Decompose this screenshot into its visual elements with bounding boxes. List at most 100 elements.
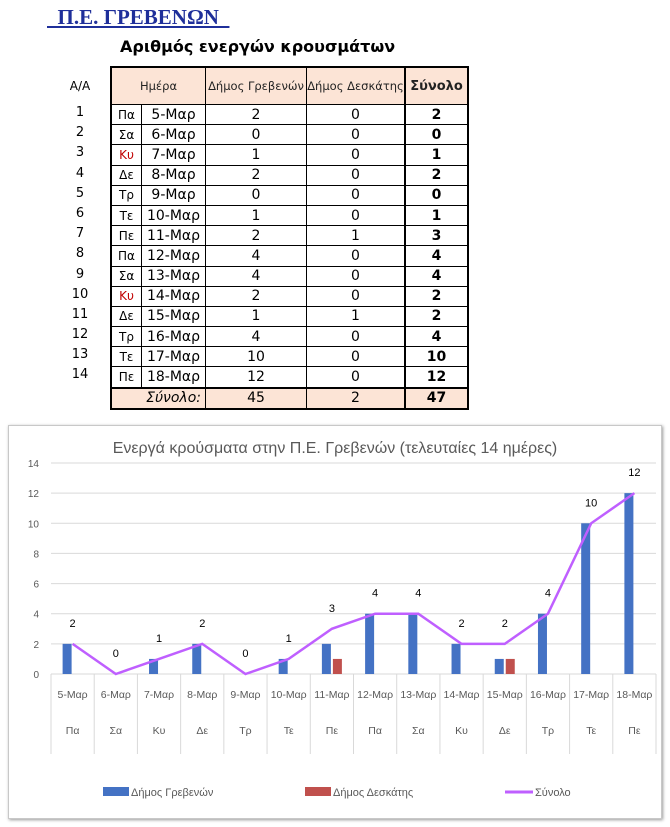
deskati-cell: 1 bbox=[306, 305, 406, 328]
data-label: 1 bbox=[156, 633, 162, 645]
grevena-cell: 2 bbox=[205, 285, 307, 307]
row-number: 11 bbox=[71, 306, 89, 322]
bar-deskati bbox=[332, 658, 342, 674]
total-cell: 4 bbox=[404, 265, 469, 287]
row-number: 6 bbox=[75, 205, 85, 221]
x-tick-label: 10-Μαρ bbox=[271, 689, 307, 701]
data-label: 1 bbox=[286, 633, 292, 645]
row-number: 14 bbox=[71, 367, 89, 383]
x-subtick-label: Τρ bbox=[239, 725, 251, 737]
grevena-cell: 4 bbox=[205, 265, 307, 287]
day-cell: Σα bbox=[110, 265, 142, 287]
date-cell: 16-Μαρ bbox=[141, 326, 206, 348]
row-number: 9 bbox=[75, 266, 85, 282]
data-label: 12 bbox=[628, 467, 640, 479]
grevena-cell: 0 bbox=[205, 124, 307, 146]
y-tick-label: 10 bbox=[28, 519, 40, 530]
col-grevena: Δήμος Γρεβενών bbox=[205, 66, 307, 105]
x-tick-label: 18-Μαρ bbox=[616, 689, 652, 701]
y-tick-label: 14 bbox=[28, 459, 40, 470]
x-tick-label: 12-Μαρ bbox=[357, 689, 393, 701]
data-label: 2 bbox=[502, 618, 508, 630]
grevena-cell: 2 bbox=[205, 103, 307, 126]
x-subtick-label: Τρ bbox=[542, 725, 554, 737]
data-label: 4 bbox=[372, 588, 378, 600]
bar-grevena bbox=[537, 613, 547, 674]
col-day: Ημέρα bbox=[110, 66, 206, 105]
row-number: 12 bbox=[71, 327, 89, 343]
table-row: Κυ 14-Μαρ 2 0 2 bbox=[110, 285, 469, 307]
table-row: Τε 10-Μαρ 1 0 1 bbox=[110, 204, 469, 227]
x-subtick-label: Πα bbox=[368, 725, 382, 737]
total-cell: 1 bbox=[404, 144, 469, 166]
y-tick-label: 4 bbox=[33, 610, 39, 621]
total-cell: 12 bbox=[404, 366, 469, 389]
legend-label-total: Σύνολο bbox=[535, 787, 571, 799]
table-title: Αριθμός ενεργών κρουσμάτων bbox=[120, 37, 396, 56]
bar-grevena bbox=[408, 613, 418, 674]
date-cell: 15-Μαρ bbox=[141, 305, 206, 328]
day-cell: Δε bbox=[110, 305, 142, 328]
total-cell: 3 bbox=[404, 225, 469, 247]
x-subtick-label: Σα bbox=[412, 725, 425, 737]
deskati-cell: 0 bbox=[306, 285, 406, 307]
x-tick-label: 6-Μαρ bbox=[101, 689, 131, 701]
date-cell: 13-Μαρ bbox=[141, 265, 206, 287]
bar-grevena bbox=[365, 613, 375, 674]
date-cell: 5-Μαρ bbox=[141, 103, 206, 126]
x-subtick-label: Πε bbox=[628, 725, 641, 737]
day-cell: Τρ bbox=[110, 326, 142, 348]
row-number: 4 bbox=[75, 165, 85, 181]
x-tick-label: 11-Μαρ bbox=[314, 689, 349, 701]
data-label: 4 bbox=[415, 588, 421, 600]
day-cell: Κυ bbox=[110, 144, 142, 166]
date-cell: 18-Μαρ bbox=[141, 366, 206, 389]
bar-grevena bbox=[494, 658, 504, 674]
total-cell: 4 bbox=[404, 245, 469, 267]
bar-grevena bbox=[62, 643, 72, 674]
col-deskati: Δήμος Δεσκάτης bbox=[306, 66, 406, 105]
deskati-cell: 0 bbox=[306, 366, 406, 389]
date-cell: 9-Μαρ bbox=[141, 184, 206, 206]
total-cell: 10 bbox=[404, 346, 469, 368]
deskati-cell: 0 bbox=[306, 265, 406, 287]
grevena-cell: 1 bbox=[205, 305, 307, 328]
x-tick-label: 8-Μαρ bbox=[187, 689, 217, 701]
grevena-cell: 4 bbox=[205, 326, 307, 348]
row-number: 13 bbox=[71, 347, 89, 363]
table-row: Πα 5-Μαρ 2 0 2 bbox=[110, 103, 469, 126]
grevena-cell: 1 bbox=[205, 204, 307, 227]
sum-grevena: 45 bbox=[205, 386, 307, 410]
x-tick-label: 7-Μαρ bbox=[144, 689, 174, 701]
y-tick-label: 2 bbox=[33, 640, 39, 651]
bar-grevena bbox=[581, 523, 591, 674]
grevena-cell: 2 bbox=[205, 164, 307, 186]
col-total: Σύνολο bbox=[404, 66, 469, 105]
x-subtick-label: Πα bbox=[66, 725, 80, 737]
table-row: Τε 17-Μαρ 10 0 10 bbox=[110, 346, 469, 368]
date-cell: 6-Μαρ bbox=[141, 124, 206, 146]
cases-table: Ημέρα Δήμος Γρεβενών Δήμος Δεσκάτης Σύνο… bbox=[110, 66, 469, 410]
table-row: Πε 11-Μαρ 2 1 3 bbox=[110, 225, 469, 247]
date-cell: 7-Μαρ bbox=[141, 144, 206, 166]
grevena-cell: 0 bbox=[205, 184, 307, 206]
table-row: Τρ 9-Μαρ 0 0 0 bbox=[110, 184, 469, 206]
total-cell: 1 bbox=[404, 204, 469, 227]
x-subtick-label: Δε bbox=[196, 725, 208, 737]
grevena-cell: 12 bbox=[205, 366, 307, 389]
bar-grevena bbox=[321, 643, 331, 674]
deskati-cell: 0 bbox=[306, 245, 406, 267]
chart-title: Ενεργά κρούσματα στην Π.Ε. Γρεβενών (τελ… bbox=[113, 440, 558, 457]
day-cell: Πε bbox=[110, 366, 142, 389]
bar-deskati bbox=[505, 658, 515, 674]
deskati-cell: 0 bbox=[306, 204, 406, 227]
table-row: Δε 8-Μαρ 2 0 2 bbox=[110, 164, 469, 186]
date-cell: 8-Μαρ bbox=[141, 164, 206, 186]
x-tick-label: 9-Μαρ bbox=[230, 689, 260, 701]
cases-chart: Ενεργά κρούσματα στην Π.Ε. Γρεβενών (τελ… bbox=[8, 425, 662, 819]
deskati-cell: 1 bbox=[306, 225, 406, 247]
row-number: 3 bbox=[75, 145, 85, 161]
data-label: 0 bbox=[242, 648, 248, 660]
x-subtick-label: Σα bbox=[110, 725, 123, 737]
x-subtick-label: Κυ bbox=[455, 725, 468, 737]
